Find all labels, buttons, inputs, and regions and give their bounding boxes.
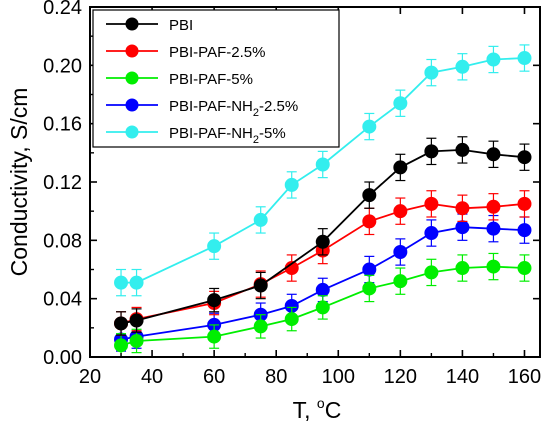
x-tick-label-6: 140 — [446, 366, 479, 388]
data-point-0-4 — [315, 234, 330, 249]
data-point-0-3 — [253, 278, 268, 293]
legend-label-1: PBI-PAF-2.5% — [169, 44, 265, 61]
data-point-0-0 — [114, 316, 129, 331]
data-point-2-3 — [253, 319, 268, 334]
data-point-2-9 — [455, 261, 470, 276]
data-point-0-10 — [517, 150, 532, 165]
y-tick-label-5: 0.20 — [43, 55, 82, 77]
data-point-2-5 — [315, 300, 330, 315]
data-point-3-11 — [517, 223, 532, 238]
data-point-3-9 — [455, 220, 470, 235]
data-point-4-0 — [114, 275, 129, 290]
legend-entry-4: PBI-PAF-NH2-5% — [106, 125, 286, 146]
data-point-3-6 — [362, 262, 377, 277]
data-point-0-9 — [486, 147, 501, 162]
data-point-1-9 — [455, 201, 470, 216]
data-point-1-10 — [486, 199, 501, 214]
legend-entry-1: PBI-PAF-2.5% — [106, 44, 265, 61]
data-point-1-11 — [517, 196, 532, 211]
legend-label-3: PBI-PAF-NH2-2.5% — [169, 98, 298, 119]
x-axis-title-text: T, — [293, 397, 317, 423]
data-point-1-6 — [362, 214, 377, 229]
data-point-4-9 — [455, 59, 470, 74]
data-point-0-1 — [129, 313, 144, 328]
data-point-3-8 — [424, 226, 439, 241]
legend-label-2: PBI-PAF-5% — [169, 71, 253, 88]
data-point-1-8 — [424, 196, 439, 211]
x-tick-label-1: 40 — [141, 366, 163, 388]
x-tick-label-5: 120 — [384, 366, 417, 388]
data-point-4-7 — [393, 96, 408, 111]
ticks-layer: 20 40 60 80 100 120 140 160 0.00 0.04 0.08 0.12 0.16… — [43, 0, 541, 388]
legend-marker-3 — [125, 98, 139, 112]
data-point-4-2 — [207, 239, 222, 254]
data-point-4-11 — [517, 51, 532, 66]
data-point-1-7 — [393, 204, 408, 219]
y-tick-label-4: 0.16 — [43, 114, 82, 136]
data-point-2-2 — [207, 329, 222, 344]
data-point-2-4 — [284, 312, 299, 327]
data-point-2-7 — [393, 274, 408, 289]
data-point-0-6 — [393, 160, 408, 175]
legend: PBI PBI-PAF-2.5% PBI-PAF-5% PBI-PAF-NH2-2.5… — [92, 9, 340, 148]
legend-marker-2 — [125, 71, 139, 85]
x-tick-label-7: 160 — [508, 366, 541, 388]
data-point-2-1 — [129, 333, 144, 348]
data-point-4-1 — [129, 275, 144, 290]
data-point-4-3 — [253, 212, 268, 227]
legend-marker-4 — [125, 125, 139, 139]
legend-entry-2: PBI-PAF-5% — [106, 71, 253, 88]
legend-entry-3: PBI-PAF-NH2-2.5% — [106, 98, 298, 119]
data-point-4-5 — [315, 157, 330, 172]
x-tick-label-2: 60 — [203, 366, 225, 388]
data-point-0-8 — [455, 142, 470, 157]
data-point-4-6 — [362, 119, 377, 134]
data-point-3-5 — [315, 282, 330, 297]
legend-marker-0 — [125, 17, 139, 31]
y-axis-title: Conductivity, S/cm — [6, 88, 32, 277]
legend-label-4: PBI-PAF-NH2-5% — [169, 125, 286, 146]
data-point-3-10 — [486, 221, 501, 236]
legend-marker-1 — [125, 44, 139, 58]
x-tick-label-4: 100 — [322, 366, 355, 388]
y-tick-label-6: 0.24 — [43, 0, 82, 19]
y-tick-label-0: 0.00 — [43, 347, 82, 369]
data-point-2-11 — [517, 261, 532, 276]
legend-entry-0: PBI — [106, 17, 193, 34]
series-0 — [114, 136, 532, 336]
y-tick-label-3: 0.12 — [43, 172, 82, 194]
data-point-2-10 — [486, 259, 501, 274]
data-point-4-10 — [486, 52, 501, 67]
data-point-2-6 — [362, 281, 377, 296]
data-point-4-4 — [284, 177, 299, 192]
data-point-0-2 — [207, 293, 222, 308]
x-axis-title-unit-o: o — [317, 395, 325, 411]
y-tick-label-1: 0.04 — [43, 289, 82, 311]
data-point-0-5 — [362, 188, 377, 203]
data-point-2-0 — [114, 338, 129, 353]
y-tick-label-2: 0.08 — [43, 230, 82, 252]
series-layer — [114, 44, 532, 358]
data-point-3-7 — [393, 245, 408, 259]
legend-label-0: PBI — [169, 17, 193, 34]
x-axis-title: T, oC — [293, 395, 342, 423]
x-tick-label-0: 20 — [79, 366, 101, 388]
series-2 — [114, 252, 532, 358]
data-point-0-7 — [424, 144, 439, 159]
data-point-4-8 — [424, 65, 439, 80]
data-point-2-8 — [424, 265, 439, 280]
series-4 — [114, 44, 532, 297]
x-tick-label-3: 80 — [265, 366, 287, 388]
x-axis-title-unit-c: C — [325, 397, 342, 423]
